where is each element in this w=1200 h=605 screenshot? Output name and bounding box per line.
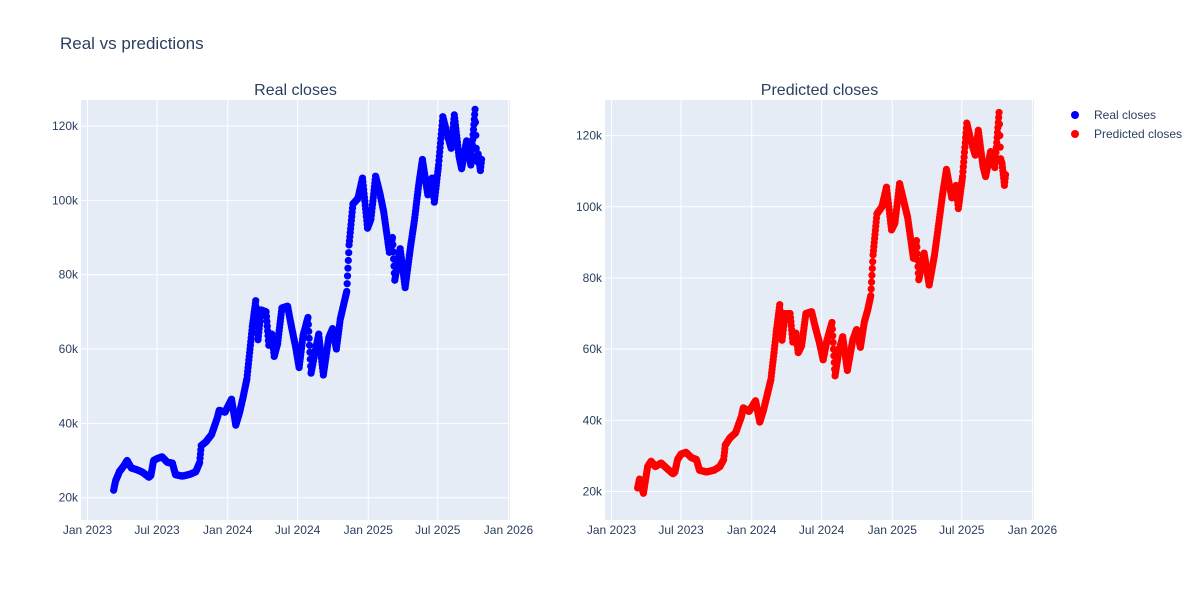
interpolated-point — [343, 272, 352, 280]
subplot-title-1: Real closes — [254, 82, 337, 99]
data-point — [388, 233, 397, 242]
series-markers — [110, 105, 486, 494]
interpolated-point — [472, 131, 480, 139]
data-point — [1001, 171, 1010, 179]
interpolated-point — [828, 325, 836, 333]
interpolated-point — [305, 334, 313, 342]
interpolated-point — [869, 258, 877, 266]
interpolated-point — [344, 264, 352, 272]
legend-marker-real-closes — [1071, 110, 1079, 119]
figure-title: Real vs predictions — [60, 34, 204, 53]
x-tick-label: Jul 2024 — [799, 523, 845, 537]
x-tick-label: Jan 2023 — [63, 523, 113, 537]
legend-label-predicted-closes: Predicted closes — [1094, 126, 1183, 141]
y-tick-label: 120k — [52, 119, 79, 133]
interpolated-point — [829, 332, 837, 340]
series-markers — [634, 108, 1010, 497]
legend-marker-predicted-closes — [1071, 129, 1079, 138]
y-tick-label: 20k — [583, 485, 603, 499]
interpolated-point — [389, 248, 397, 256]
data-point — [912, 236, 921, 245]
interpolated-point — [305, 341, 314, 349]
data-point — [828, 318, 836, 327]
y-tick-label: 40k — [59, 416, 79, 430]
y-tick-label: 40k — [583, 413, 603, 427]
interpolated-point — [996, 131, 1004, 140]
interpolated-point — [868, 264, 876, 273]
x-tick-label: Jul 2023 — [134, 523, 180, 537]
interpolated-point — [471, 118, 480, 126]
legend-item-predicted-closes[interactable]: Predicted closes — [1064, 124, 1182, 143]
plot-area-2 — [605, 100, 1034, 520]
interpolated-point — [913, 250, 921, 258]
data-point — [776, 301, 784, 309]
x-tick-label: Jan 2024 — [727, 523, 777, 537]
y-tick-label: 80k — [59, 268, 79, 282]
x-tick-label: Jan 2025 — [868, 523, 918, 537]
y-tick-label: 60k — [583, 342, 603, 356]
y-tick-label: 20k — [59, 491, 79, 505]
interpolated-point — [867, 278, 876, 286]
interpolated-point — [996, 143, 1004, 151]
plot-area-1 — [81, 100, 510, 520]
data-point — [867, 292, 875, 300]
legend-item-real-closes[interactable]: Real closes — [1064, 105, 1182, 124]
interpolated-point — [472, 144, 480, 152]
x-tick-label: Jan 2026 — [1008, 523, 1058, 537]
x-tick-label: Jul 2023 — [658, 523, 704, 537]
x-tick-label: Jul 2025 — [939, 523, 985, 537]
y-tick-label: 80k — [583, 271, 603, 285]
interpolated-point — [829, 338, 837, 347]
interpolated-point — [304, 320, 312, 329]
y-tick-label: 60k — [59, 342, 79, 356]
data-point — [471, 105, 479, 113]
x-tick-label: Jul 2025 — [415, 523, 461, 537]
subplot-title-2: Predicted closes — [761, 82, 878, 99]
x-tick-label: Jan 2024 — [203, 523, 253, 537]
y-tick-label: 100k — [52, 193, 79, 207]
data-point — [477, 155, 486, 164]
x-tick-label: Jul 2024 — [275, 523, 321, 537]
interpolated-point — [995, 120, 1004, 128]
interpolated-point — [343, 280, 351, 288]
interpolated-point — [867, 285, 875, 293]
x-tick-label: Jan 2023 — [587, 523, 637, 537]
interpolated-point — [344, 256, 352, 265]
interpolated-point — [868, 271, 876, 279]
y-tick-label: 100k — [576, 200, 603, 214]
data-point — [304, 313, 312, 322]
data-point — [995, 108, 1003, 117]
x-tick-label: Jan 2026 — [484, 523, 534, 537]
y-tick-label: 120k — [576, 129, 603, 143]
legend-label-real-closes: Real closes — [1094, 107, 1157, 122]
interpolated-point — [345, 249, 353, 257]
data-point — [343, 287, 351, 296]
interpolated-point — [913, 243, 921, 251]
interpolated-point — [305, 327, 313, 335]
data-point — [252, 297, 260, 305]
x-tick-label: Jan 2025 — [344, 523, 394, 537]
interpolated-point — [389, 241, 397, 249]
legend: Real closes Predicted closes — [1064, 105, 1182, 143]
